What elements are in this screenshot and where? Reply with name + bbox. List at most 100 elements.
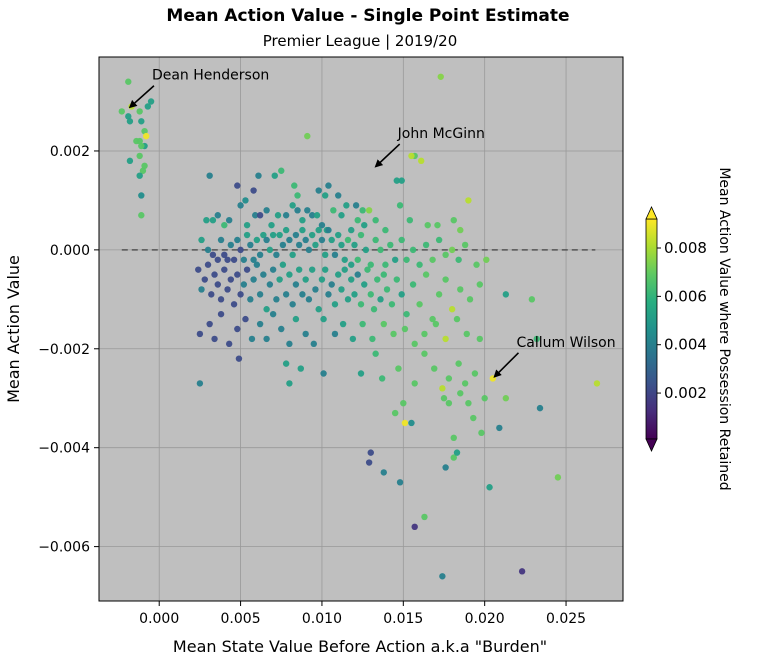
scatter-point <box>338 212 345 219</box>
scatter-point <box>242 315 249 323</box>
scatter-point <box>201 276 208 283</box>
scatter-point <box>440 395 448 402</box>
scatter-point <box>391 256 399 263</box>
scatter-point <box>320 315 327 323</box>
scatter-point <box>217 310 225 318</box>
scatter-point <box>227 241 235 249</box>
scatter-point <box>518 568 526 575</box>
scatter-point <box>214 256 221 263</box>
grid <box>99 57 623 601</box>
scatter-point <box>315 187 322 194</box>
scatter-point <box>208 291 215 298</box>
scatter-point <box>359 207 366 214</box>
scatter-point <box>291 182 298 189</box>
scatter-point <box>294 207 301 214</box>
scatter-point <box>478 429 485 437</box>
scatter-point <box>299 217 306 224</box>
scatter-point <box>421 350 428 357</box>
scatter-point <box>289 301 296 308</box>
scatter-point <box>400 399 407 407</box>
scatter-point <box>421 330 428 338</box>
scatter-point <box>247 296 254 303</box>
scatter-point <box>408 152 415 160</box>
scatter-point <box>593 380 601 387</box>
scatter-point <box>481 395 488 402</box>
scatter-point <box>380 469 387 476</box>
scatter-point <box>450 434 457 441</box>
scatter-point <box>271 172 278 179</box>
scatter-point <box>331 301 339 308</box>
scatter-point <box>274 212 282 219</box>
scatter-point <box>398 236 405 244</box>
colorbar-max-extension <box>645 206 658 220</box>
scatter-point <box>486 484 493 491</box>
scatter-point <box>483 256 490 263</box>
scatter-point <box>286 340 293 348</box>
scatter-point <box>289 202 296 209</box>
scatter-point <box>313 212 321 219</box>
scatter-point <box>387 241 394 249</box>
scatter-point <box>118 108 125 115</box>
scatter-point <box>203 217 210 224</box>
scatter-point <box>269 231 277 239</box>
scatter-point <box>256 320 264 328</box>
scatter-point <box>380 320 387 328</box>
scatter-point <box>302 236 309 244</box>
scatter-point <box>136 172 143 179</box>
scatter-point <box>234 236 241 244</box>
x-axis-ticks: 0.000 0.005 0.010 0.015 0.020 0.025 <box>139 601 586 627</box>
scatter-point <box>237 291 244 298</box>
scatter-point <box>240 256 248 263</box>
scatter-point <box>349 335 357 343</box>
scatter-point <box>243 221 251 229</box>
scatter-point <box>289 251 296 259</box>
scatter-point <box>295 241 303 249</box>
scatter-point <box>439 385 446 392</box>
scatter-point <box>476 281 483 288</box>
scatter-point <box>304 207 311 214</box>
scatter-point <box>304 132 311 140</box>
scatter-point <box>325 226 332 234</box>
scatter-point <box>237 246 244 254</box>
x-tick-label: 0.015 <box>383 611 423 627</box>
scatter-point <box>461 380 469 387</box>
scatter-point <box>455 360 462 367</box>
scatter-point <box>295 266 303 273</box>
scatter-point <box>263 306 270 313</box>
scatter-point <box>268 221 275 229</box>
scatter-point <box>502 395 510 402</box>
scatter-point <box>321 251 329 259</box>
y-axis-ticks: 0.002 0.000 −0.002 −0.004 −0.006 <box>38 144 99 556</box>
scatter-point <box>457 390 464 397</box>
scatter-point <box>235 355 243 362</box>
scatter-point <box>305 296 313 303</box>
scatter-point <box>302 330 309 338</box>
scatter-point <box>315 226 322 234</box>
annotation-label: John McGinn <box>397 126 485 142</box>
scatter-point <box>243 231 251 239</box>
scatter-point <box>227 276 235 283</box>
scatter-point <box>367 449 374 456</box>
scatter-point <box>214 281 221 288</box>
scatter-point <box>335 192 342 199</box>
scatter-point <box>221 266 228 273</box>
scatter-point <box>496 424 503 432</box>
scatter-point <box>343 202 350 209</box>
scatter-point <box>252 212 259 219</box>
scatter-point <box>344 236 352 244</box>
scatter-point <box>445 375 453 382</box>
scatter-point <box>357 301 365 308</box>
scatter-point <box>335 271 342 278</box>
scatter-point <box>393 177 401 184</box>
scatter-point <box>361 221 368 229</box>
scatter-point <box>391 409 399 417</box>
scatter-point <box>230 256 238 263</box>
scatter-point <box>328 236 335 244</box>
scatter-point <box>325 291 332 298</box>
scatter-point <box>369 335 376 343</box>
y-tick-label: 0.002 <box>50 144 90 160</box>
scatter-point <box>344 296 352 303</box>
scatter-point <box>471 370 479 377</box>
scatter-point <box>442 464 449 471</box>
